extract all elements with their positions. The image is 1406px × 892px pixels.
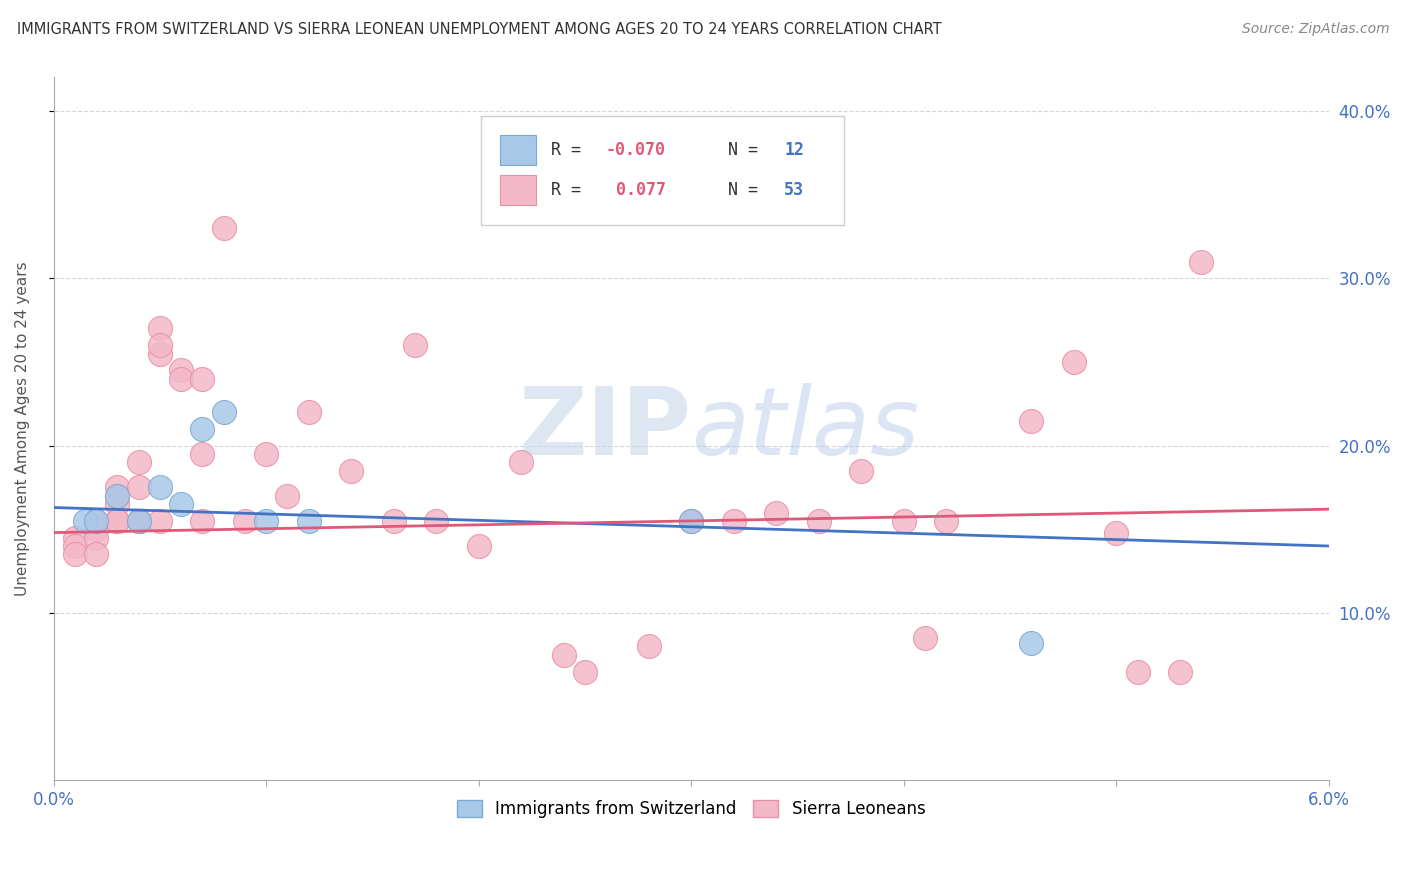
- Text: 53: 53: [785, 181, 804, 199]
- Point: [191, 422, 214, 436]
- Point: [191, 372, 214, 386]
- Point: [84, 514, 107, 528]
- Point: [212, 405, 235, 419]
- Text: Source: ZipAtlas.com: Source: ZipAtlas.com: [1241, 22, 1389, 37]
- Point: [382, 514, 405, 528]
- Point: [105, 489, 128, 503]
- Point: [105, 514, 128, 528]
- Text: 12: 12: [785, 141, 804, 159]
- Point: [170, 372, 193, 386]
- Point: [681, 514, 703, 528]
- Point: [637, 640, 659, 654]
- Point: [807, 514, 830, 528]
- Point: [1019, 636, 1042, 650]
- Point: [191, 447, 214, 461]
- Point: [149, 338, 172, 352]
- Point: [765, 506, 787, 520]
- Point: [893, 514, 915, 528]
- Point: [84, 548, 107, 562]
- Point: [723, 514, 745, 528]
- Point: [128, 514, 150, 528]
- Point: [404, 338, 426, 352]
- Point: [149, 346, 172, 360]
- Point: [170, 497, 193, 511]
- Point: [1063, 355, 1085, 369]
- Point: [128, 514, 150, 528]
- Point: [105, 514, 128, 528]
- Point: [84, 531, 107, 545]
- Point: [63, 548, 86, 562]
- Point: [149, 321, 172, 335]
- FancyBboxPatch shape: [481, 116, 844, 225]
- Point: [298, 405, 321, 419]
- Point: [510, 455, 533, 469]
- Text: N =: N =: [707, 181, 768, 199]
- Point: [84, 514, 107, 528]
- Point: [191, 514, 214, 528]
- Point: [105, 480, 128, 494]
- Text: 0.077: 0.077: [606, 181, 666, 199]
- Point: [149, 480, 172, 494]
- Point: [1168, 665, 1191, 679]
- Point: [467, 539, 489, 553]
- Point: [128, 455, 150, 469]
- Point: [212, 221, 235, 235]
- Point: [63, 539, 86, 553]
- Bar: [501, 135, 536, 165]
- Point: [128, 514, 150, 528]
- Point: [1189, 254, 1212, 268]
- Point: [233, 514, 256, 528]
- Point: [914, 631, 936, 645]
- Point: [1105, 525, 1128, 540]
- Text: R =: R =: [551, 181, 591, 199]
- Point: [254, 514, 277, 528]
- Point: [553, 648, 575, 662]
- Point: [574, 665, 596, 679]
- Text: ZIP: ZIP: [519, 383, 692, 475]
- Point: [128, 480, 150, 494]
- Text: atlas: atlas: [692, 384, 920, 475]
- Point: [84, 522, 107, 536]
- Text: N =: N =: [707, 141, 768, 159]
- Point: [63, 531, 86, 545]
- Point: [105, 497, 128, 511]
- Y-axis label: Unemployment Among Ages 20 to 24 years: Unemployment Among Ages 20 to 24 years: [15, 261, 30, 596]
- Point: [75, 514, 97, 528]
- Point: [681, 514, 703, 528]
- Point: [276, 489, 298, 503]
- Point: [935, 514, 957, 528]
- Point: [254, 447, 277, 461]
- Point: [105, 489, 128, 503]
- Text: R =: R =: [551, 141, 591, 159]
- Text: -0.070: -0.070: [606, 141, 666, 159]
- Point: [1019, 413, 1042, 427]
- Point: [340, 464, 363, 478]
- Point: [425, 514, 447, 528]
- Point: [149, 514, 172, 528]
- Legend: Immigrants from Switzerland, Sierra Leoneans: Immigrants from Switzerland, Sierra Leon…: [450, 793, 932, 825]
- Bar: [501, 175, 536, 204]
- Point: [170, 363, 193, 377]
- Point: [851, 464, 873, 478]
- Point: [298, 514, 321, 528]
- Point: [1126, 665, 1149, 679]
- Text: IMMIGRANTS FROM SWITZERLAND VS SIERRA LEONEAN UNEMPLOYMENT AMONG AGES 20 TO 24 Y: IMMIGRANTS FROM SWITZERLAND VS SIERRA LE…: [17, 22, 942, 37]
